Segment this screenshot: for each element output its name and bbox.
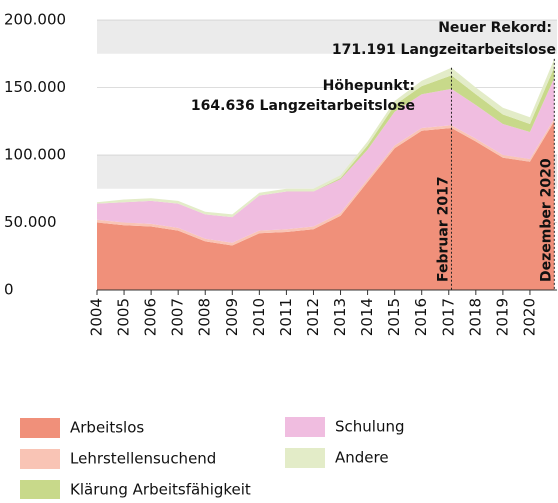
x-tick-label: 2006: [142, 298, 160, 336]
x-tick-label: 2012: [304, 298, 322, 336]
annotation-title: Höhepunkt:: [323, 78, 415, 94]
y-tick-label: 50.000: [4, 213, 57, 231]
annotation-text: 164.636 Langzeitarbeitslose: [191, 98, 415, 114]
x-tick-label: 2010: [250, 298, 268, 336]
y-tick-label: 150.000: [4, 78, 66, 96]
legend-swatch: [20, 418, 60, 438]
area: [97, 78, 555, 243]
x-tick-label: 2014: [358, 298, 376, 336]
x-tick-label: 2007: [169, 298, 187, 336]
annotation-label: Februar 2017: [435, 176, 451, 282]
annotation-label: Dezember 2020: [538, 158, 554, 282]
x-tick-label: 2009: [223, 298, 241, 336]
x-tick-label: 2016: [412, 298, 430, 336]
legend-swatch: [20, 480, 60, 500]
x-tick-label: 2008: [196, 298, 214, 336]
x-tick-label: 2019: [493, 298, 511, 336]
x-tick-label: 2011: [277, 298, 295, 336]
legend-label: Lehrstellensuchend: [70, 450, 216, 468]
y-tick-label: 200.000: [4, 11, 66, 29]
legend-swatch: [285, 448, 325, 468]
x-tick-label: 2013: [331, 298, 349, 336]
x-tick-label: 2018: [466, 298, 484, 336]
grid-band: [97, 20, 557, 54]
y-tick-label: 100.000: [4, 146, 66, 164]
legend-label: Schulung: [335, 418, 405, 436]
annotation-text: 171.191 Langzeitarbeitslose: [332, 42, 556, 58]
area: [97, 121, 555, 290]
legend-label: Arbeitslos: [70, 419, 144, 437]
area: [97, 58, 555, 218]
legend-label: Andere: [335, 449, 389, 467]
x-tick-label: 2020: [520, 298, 538, 336]
x-tick-label: 2005: [115, 298, 133, 336]
legend-swatch: [285, 417, 325, 437]
annotation-title: Neuer Rekord:: [438, 20, 552, 36]
x-tick-label: 2004: [88, 298, 106, 336]
x-tick-label: 2017: [439, 298, 457, 336]
legend-label: Klärung Arbeitsfähigkeit: [70, 481, 251, 499]
legend-swatch: [20, 449, 60, 469]
y-tick-label: 0: [4, 281, 14, 299]
x-tick-label: 2015: [385, 298, 403, 336]
